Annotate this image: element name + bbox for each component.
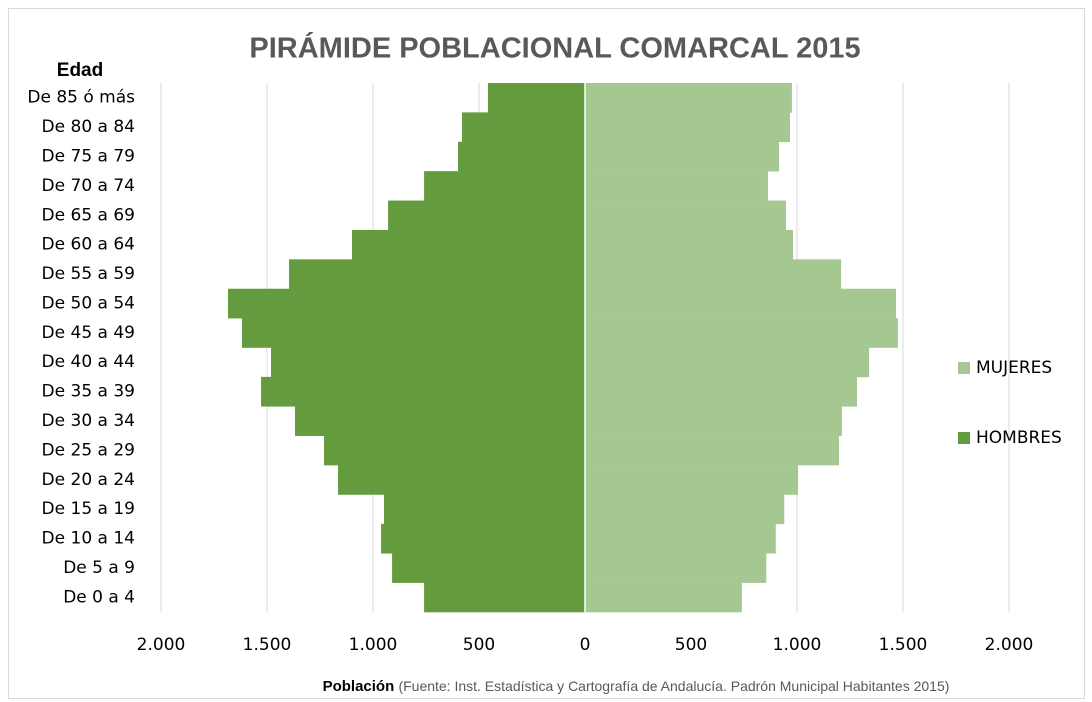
bar xyxy=(338,465,585,495)
bar xyxy=(585,112,791,143)
y-tick-label: De 65 a 69 xyxy=(42,205,135,225)
x-tick-label: 500 xyxy=(463,635,495,655)
bar xyxy=(388,200,585,231)
y-tick-label: De 55 a 59 xyxy=(42,264,135,284)
y-tick-label: De 60 a 64 xyxy=(42,235,135,255)
x-tick-label: 0 xyxy=(580,635,591,655)
bar xyxy=(585,229,793,260)
bar xyxy=(585,582,742,613)
bar xyxy=(352,229,585,260)
chart-title: PIRÁMIDE POBLACIONAL COMARCAL 2015 xyxy=(249,31,860,65)
bar xyxy=(585,435,839,466)
bar xyxy=(585,259,842,290)
bar xyxy=(227,288,585,319)
y-tick-label: De 5 a 9 xyxy=(63,558,135,578)
y-tick-label: De 40 a 44 xyxy=(42,352,135,372)
bar xyxy=(585,83,792,113)
bar xyxy=(392,553,585,583)
x-label: Población xyxy=(323,678,395,695)
bar xyxy=(261,376,585,407)
y-tick-label: De 25 a 29 xyxy=(42,440,135,460)
bar xyxy=(585,553,767,583)
legend-label: HOMBRES xyxy=(976,428,1062,448)
bar xyxy=(585,171,768,201)
y-axis-title: Edad xyxy=(57,60,103,81)
legend-swatch xyxy=(958,432,970,444)
x-tick-label: 500 xyxy=(675,635,707,655)
x-tick-label: 1.000 xyxy=(349,635,398,655)
bar xyxy=(585,288,897,319)
x-tick-label: 2.000 xyxy=(137,635,186,655)
y-tick-label: De 0 a 4 xyxy=(63,587,135,607)
bar xyxy=(384,494,585,525)
y-tick-label: De 20 a 24 xyxy=(42,470,135,490)
y-tick-label: De 45 a 49 xyxy=(42,323,135,343)
bar xyxy=(271,347,585,378)
bar xyxy=(424,171,585,201)
y-tick-label: De 85 ó más xyxy=(27,88,135,108)
y-tick-label: De 10 a 14 xyxy=(42,529,135,549)
bar xyxy=(585,318,898,348)
bar xyxy=(289,259,585,290)
bar xyxy=(462,112,585,143)
bar xyxy=(585,523,776,554)
bar xyxy=(487,83,585,113)
bar xyxy=(585,406,842,436)
y-tick-label: De 30 a 34 xyxy=(42,411,135,431)
y-tick-label: De 50 a 54 xyxy=(42,293,135,313)
bar xyxy=(458,141,585,172)
x-tick-label: 1.500 xyxy=(879,635,928,655)
bar xyxy=(585,494,785,525)
bar xyxy=(585,200,786,231)
x-tick-label: 1.500 xyxy=(243,635,292,655)
bar xyxy=(381,523,585,554)
y-tick-label: De 15 a 19 xyxy=(42,499,135,519)
legend-swatch xyxy=(958,362,970,374)
bar xyxy=(294,406,585,436)
bar xyxy=(241,318,585,348)
bar xyxy=(585,465,799,495)
x-axis-title: Población (Fuente: Inst. Estadística y C… xyxy=(323,678,950,695)
source: (Fuente: Inst. Estadística y Cartografía… xyxy=(398,678,949,694)
bar xyxy=(585,347,870,378)
y-tick-label: De 75 a 79 xyxy=(42,146,135,166)
y-tick-label: De 35 a 39 xyxy=(42,382,135,402)
x-tick-label: 1.000 xyxy=(773,635,822,655)
bar xyxy=(585,141,779,172)
y-tick-label: De 70 a 74 xyxy=(42,176,135,196)
x-tick-label: 2.000 xyxy=(985,635,1034,655)
bar xyxy=(585,376,857,407)
bar xyxy=(424,582,585,613)
legend-label: MUJERES xyxy=(976,358,1052,378)
y-tick-label: De 80 a 84 xyxy=(42,117,135,137)
bar xyxy=(324,435,585,466)
